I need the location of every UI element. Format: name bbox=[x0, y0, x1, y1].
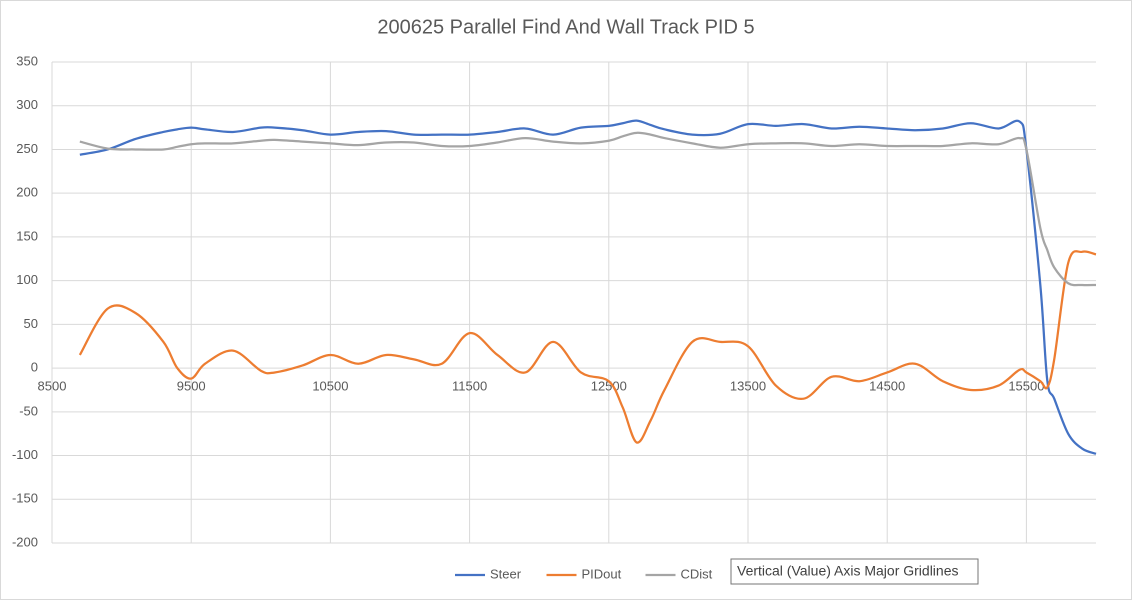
y-tick-label: 250 bbox=[16, 141, 38, 156]
series-line bbox=[79, 119, 1097, 455]
tooltip: Vertical (Value) Axis Major Gridlines bbox=[730, 558, 979, 585]
x-tick-label: 10500 bbox=[312, 379, 348, 394]
legend-label: CDist bbox=[681, 566, 713, 581]
y-tick-label: 350 bbox=[16, 53, 38, 68]
y-tick-label: 150 bbox=[16, 228, 38, 243]
y-tick-label: 300 bbox=[16, 97, 38, 112]
y-tick-label: 100 bbox=[16, 272, 38, 287]
x-tick-label: 13500 bbox=[730, 379, 766, 394]
tooltip-box bbox=[730, 558, 979, 585]
x-tick-label: 15500 bbox=[1008, 379, 1044, 394]
legend-label: PIDout bbox=[582, 566, 622, 581]
x-tick-label: 9500 bbox=[177, 379, 206, 394]
y-tick-label: 50 bbox=[24, 316, 38, 331]
y-tick-label: 200 bbox=[16, 185, 38, 200]
x-tick-label: 8500 bbox=[38, 379, 67, 394]
x-tick-label: 12500 bbox=[591, 379, 627, 394]
series-line bbox=[78, 250, 1097, 444]
x-tick-label: 14500 bbox=[869, 379, 905, 394]
x-tick-label: 11500 bbox=[452, 379, 487, 394]
legend-label: Steer bbox=[490, 566, 522, 581]
y-tick-label: -100 bbox=[12, 447, 38, 462]
y-tick-label: 0 bbox=[31, 360, 38, 375]
y-tick-label: -150 bbox=[12, 491, 38, 506]
y-tick-label: -50 bbox=[19, 403, 38, 418]
series-line bbox=[79, 131, 1097, 287]
chart-title: 200625 Parallel Find And Wall Track PID … bbox=[377, 16, 754, 38]
y-tick-label: -200 bbox=[12, 534, 38, 549]
tooltip-text: Vertical (Value) Axis Major Gridlines bbox=[737, 563, 958, 579]
